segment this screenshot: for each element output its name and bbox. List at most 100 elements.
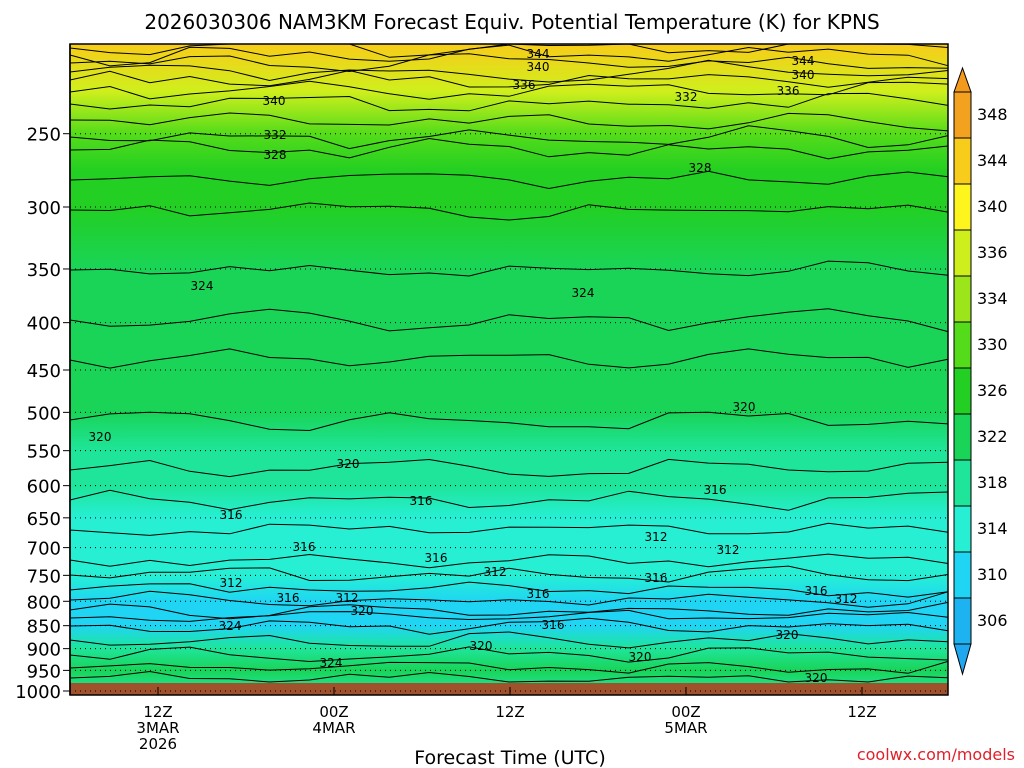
y-tick-label: 1000 [15, 682, 61, 703]
colorbar-label: 322 [977, 427, 1008, 446]
colorbar-cell [953, 183, 972, 231]
y-tick-label: 550 [27, 442, 61, 463]
contour-label: 324 [320, 656, 343, 670]
y-tick-label: 800 [27, 592, 61, 613]
colorbar-label: 340 [977, 197, 1008, 216]
contour-label: 312 [336, 591, 359, 605]
contour-line [69, 458, 949, 478]
contour-line [69, 646, 949, 663]
contour-label: 340 [263, 94, 286, 108]
x-tick-label: 4MAR [312, 719, 355, 737]
contour-label: 316 [704, 483, 727, 497]
contour-label: 340 [792, 68, 815, 82]
contour-label: 328 [264, 148, 287, 162]
colorbar-cell [953, 597, 972, 645]
colorbar-label: 348 [977, 105, 1008, 124]
y-tick-label: 750 [27, 566, 61, 587]
colorbar-cell [953, 275, 972, 323]
contour-line [69, 411, 949, 432]
contour-label: 316 [542, 618, 565, 632]
colorbar-cell [953, 367, 972, 415]
contour-line [69, 170, 949, 190]
credit-text: coolwx.com/models [857, 745, 1015, 764]
x-tick-label: 12Z [847, 703, 876, 721]
contour-label: 320 [89, 430, 112, 444]
contour-line [69, 522, 949, 536]
contour-label: 320 [337, 457, 360, 471]
x-tick-label: 3MAR [136, 719, 179, 737]
x-tick-label: 12Z [143, 703, 172, 721]
colorbar-cell [953, 91, 972, 139]
contour-line [69, 590, 949, 608]
contour-label: 316 [527, 587, 550, 601]
contour-line [69, 202, 949, 221]
plot-frame [69, 43, 949, 696]
contour-label: 316 [220, 508, 243, 522]
colorbar-label: 310 [977, 565, 1008, 584]
contour-label: 316 [805, 584, 828, 598]
contour-label: 332 [675, 90, 698, 104]
colorbar-label: 334 [977, 289, 1008, 308]
y-tick-label: 250 [27, 125, 61, 146]
contour-label: 316 [293, 540, 316, 554]
colorbar-cell [953, 459, 972, 507]
ground-strip [70, 683, 948, 695]
colorbar-bottom-arrow [953, 643, 972, 676]
contour-label: 312 [220, 576, 243, 590]
contour-line [69, 92, 949, 112]
colorbar-cell [953, 137, 972, 185]
contour-label: 336 [777, 84, 800, 98]
contour-label: 312 [484, 565, 507, 579]
contour-label: 336 [513, 78, 536, 92]
x-tick-label: 5MAR [664, 719, 707, 737]
contour-label: 344 [527, 47, 550, 61]
contour-label: 324 [191, 279, 214, 293]
colorbar: 348 344 340 336 334 330 326 322 318 314 310 306 [953, 66, 1008, 676]
contour-label: 324 [572, 286, 595, 300]
y-axis: 2503003504004505005506006507007508008509… [15, 43, 949, 703]
contour-line [69, 53, 949, 73]
contour-line [69, 609, 949, 622]
contour-label: 320 [470, 639, 493, 653]
contour-line [69, 80, 949, 100]
contour-label: 320 [629, 650, 652, 664]
contour-label: 320 [351, 604, 374, 618]
colorbar-label: 336 [977, 243, 1008, 262]
colorbar-cell [953, 321, 972, 369]
contour-label: 320 [805, 671, 828, 685]
contour-line [69, 69, 949, 88]
contour-line [69, 44, 949, 67]
contour-label: 320 [733, 400, 756, 414]
contour-label: 340 [527, 60, 550, 74]
contour-line [69, 137, 949, 160]
x-axis-title: Forecast Time (UTC) [414, 747, 605, 768]
contour-line [69, 59, 949, 83]
colorbar-cell [953, 505, 972, 553]
contour-line [69, 112, 949, 132]
y-tick-label: 600 [27, 477, 61, 498]
contour-line [69, 125, 949, 150]
contour-label: 312 [717, 543, 740, 557]
contour-line [69, 260, 949, 277]
contour-line [69, 581, 949, 598]
contour-label: 312 [835, 592, 858, 606]
contour-line [69, 565, 949, 583]
contour-label: 316 [645, 571, 668, 585]
contour-label: 332 [264, 128, 287, 142]
y-tick-label: 700 [27, 539, 61, 560]
contour-line [69, 489, 949, 511]
colorbar-label: 344 [977, 151, 1008, 170]
y-tick-label: 500 [27, 403, 61, 424]
contour-line [69, 631, 949, 649]
y-tick-label: 950 [27, 661, 61, 682]
contour-label: 316 [410, 494, 433, 508]
contour-label: 312 [645, 530, 668, 544]
contour-line [69, 348, 949, 369]
contour-label: 316 [277, 591, 300, 605]
contour-line [69, 553, 949, 569]
colorbar-cell [953, 413, 972, 461]
contour-line [69, 660, 949, 674]
contour-label: 324 [219, 619, 242, 633]
